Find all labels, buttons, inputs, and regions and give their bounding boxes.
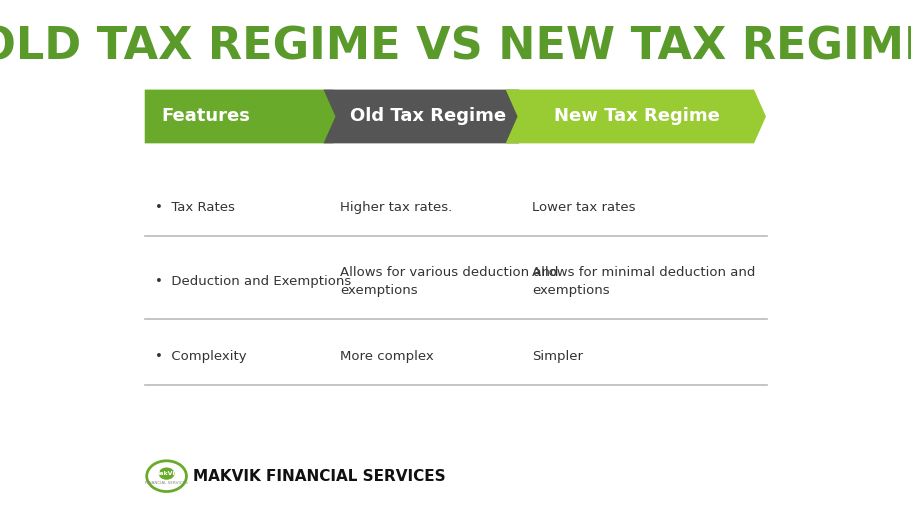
Polygon shape [505, 90, 765, 143]
Text: MAKVIK FINANCIAL SERVICES: MAKVIK FINANCIAL SERVICES [193, 468, 445, 484]
Text: •  Complexity: • Complexity [155, 350, 246, 363]
Text: New Tax Regime: New Tax Regime [553, 108, 719, 125]
Text: •  Deduction and Exemptions: • Deduction and Exemptions [155, 275, 351, 288]
Text: Lower tax rates: Lower tax rates [532, 201, 635, 214]
Circle shape [147, 461, 186, 492]
Polygon shape [323, 90, 530, 143]
Text: More complex: More complex [340, 350, 434, 363]
Text: OLD TAX REGIME VS NEW TAX REGIME: OLD TAX REGIME VS NEW TAX REGIME [0, 26, 911, 69]
Text: Features: Features [161, 108, 250, 125]
Text: FINANCIAL SERVICES: FINANCIAL SERVICES [145, 481, 188, 485]
Text: •  Tax Rates: • Tax Rates [155, 201, 234, 214]
Text: MakVik: MakVik [154, 471, 179, 476]
Text: Allows for various deduction and
exemptions: Allows for various deduction and exempti… [340, 266, 558, 297]
Polygon shape [145, 90, 345, 143]
Text: Allows for minimal deduction and
exemptions: Allows for minimal deduction and exempti… [532, 266, 754, 297]
Circle shape [159, 467, 174, 480]
Text: Higher tax rates.: Higher tax rates. [340, 201, 452, 214]
Text: Old Tax Regime: Old Tax Regime [350, 108, 506, 125]
Text: Simpler: Simpler [532, 350, 582, 363]
